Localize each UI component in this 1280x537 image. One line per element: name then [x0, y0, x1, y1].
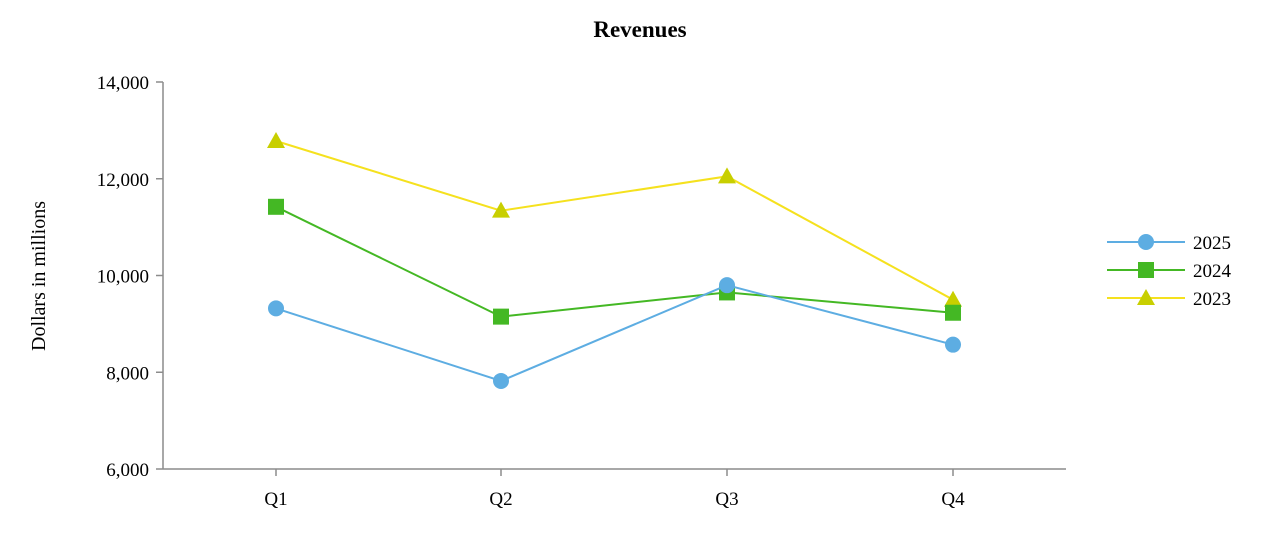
- x-tick-label: Q1: [264, 489, 287, 510]
- legend-item-2023: 2023: [1107, 289, 1231, 310]
- y-tick-label: 10,000: [97, 267, 149, 288]
- data-point-2025-q3: [719, 277, 735, 294]
- legend-label: 2025: [1193, 233, 1231, 254]
- series-line-2025: [275, 284, 954, 383]
- series-layer: [267, 132, 962, 389]
- series-2024: [268, 198, 961, 325]
- y-tick-label: 14,000: [97, 73, 149, 94]
- x-tick-label: Q2: [489, 489, 512, 510]
- series-line-2024: [275, 205, 954, 318]
- data-point-2024-q2: [493, 308, 509, 325]
- data-point-2023-q4: [944, 290, 962, 307]
- y-axis-label: Dollars in millions: [28, 201, 50, 351]
- legend-item-2024: 2024: [1107, 261, 1232, 282]
- x-tick-label: Q3: [715, 489, 738, 510]
- series-line-2023: [275, 140, 954, 301]
- legend-label: 2024: [1193, 261, 1232, 282]
- data-point-2024-q4: [945, 304, 961, 321]
- y-tick-label: 6,000: [106, 460, 149, 481]
- legend-label: 2023: [1193, 289, 1231, 310]
- data-point-2023-q2: [492, 201, 510, 218]
- y-tick-label: 12,000: [97, 170, 149, 191]
- data-point-2025-q4: [945, 336, 961, 353]
- legend-item-2025: 2025: [1107, 233, 1231, 254]
- legend-marker-2023: [1137, 289, 1155, 305]
- series-2023: [267, 132, 962, 307]
- data-point-2024-q1: [268, 198, 284, 215]
- legend-marker-2025: [1138, 234, 1154, 250]
- data-point-2023-q3: [718, 167, 736, 184]
- chart-title: Revenues: [593, 17, 686, 42]
- axes: 6,000 8,000 10,000 12,000 14,000 Q1 Q2 Q3 Q4: [97, 73, 1066, 510]
- y-tick-label: 8,000: [106, 363, 149, 384]
- legend: 2025 2024 2023: [1107, 233, 1232, 310]
- data-point-2025-q2: [493, 372, 509, 389]
- legend-marker-2024: [1138, 262, 1154, 278]
- data-point-2023-q1: [267, 132, 285, 149]
- series-2025: [268, 277, 961, 389]
- x-tick-label: Q4: [941, 489, 965, 510]
- data-point-2025-q1: [268, 300, 284, 317]
